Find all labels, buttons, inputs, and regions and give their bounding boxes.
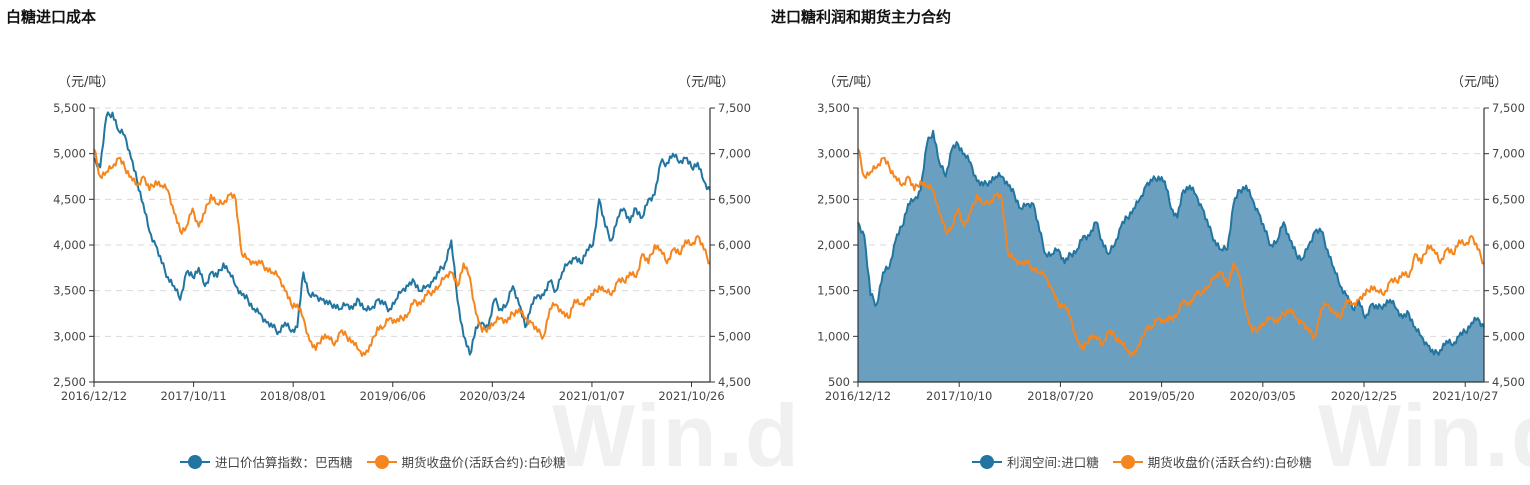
legend-label: 利润空间:进口糖 bbox=[1007, 455, 1099, 470]
y-tick-label-left: 5,000 bbox=[53, 147, 86, 161]
y-tick-label-right: 7,500 bbox=[718, 101, 751, 115]
legend-marker-icon bbox=[180, 454, 210, 469]
x-tick-label: 2020/03/24 bbox=[459, 389, 525, 403]
area-chart-plot[interactable]: 3,500 7,500 3,000 7,000 2,500 6,500 2,000 6,000… bbox=[765, 0, 1530, 474]
y-tick-label-left: 4,000 bbox=[53, 238, 86, 252]
x-tick-label: 2018/07/20 bbox=[1027, 389, 1093, 403]
y-tick-label-left: 2,500 bbox=[817, 192, 850, 206]
x-tick-label: 2016/12/12 bbox=[825, 389, 891, 403]
y-tick-label-right: 5,500 bbox=[718, 284, 751, 298]
legend-marker-icon bbox=[366, 454, 397, 469]
series-line[interactable] bbox=[857, 129, 1485, 356]
y-tick-label-left: 3,500 bbox=[817, 101, 850, 115]
series-line[interactable] bbox=[93, 111, 711, 356]
x-tick-label: 2020/12/25 bbox=[1331, 389, 1397, 403]
legend-item-sugar-futures[interactable]: 期货收盘价(活跃合约):白砂糖 bbox=[1112, 452, 1312, 471]
legend-label: 期货收盘价(活跃合约):白砂糖 bbox=[401, 455, 566, 470]
y-tick-label-right: 6,500 bbox=[1492, 192, 1525, 206]
y-tick-label-right: 6,000 bbox=[718, 238, 751, 252]
series-line[interactable] bbox=[857, 148, 1485, 357]
x-tick-label: 2021/01/07 bbox=[559, 389, 625, 403]
chart-panel-import-cost: 白糖进口成本 （元/吨） （元/吨） 5,500 7,500 5,000 7,000 4… bbox=[0, 0, 799, 480]
y-tick-label-left: 4,500 bbox=[53, 192, 86, 206]
y-tick-label-left: 5,500 bbox=[53, 101, 86, 115]
legend-item-sugar-futures[interactable]: 期货收盘价(活跃合约):白砂糖 bbox=[366, 452, 566, 471]
legend-label: 进口价估算指数：巴西糖 bbox=[215, 455, 353, 470]
x-tick-label: 2016/12/12 bbox=[61, 389, 127, 403]
x-tick-label: 2019/06/06 bbox=[360, 389, 426, 403]
y-tick-label-right: 5,000 bbox=[718, 329, 751, 343]
legend-item-import-profit[interactable]: 利润空间:进口糖 bbox=[972, 452, 1099, 471]
y-tick-label-right: 4,500 bbox=[1492, 375, 1525, 389]
y-tick-label-left: 3,000 bbox=[817, 147, 850, 161]
x-tick-label: 2019/05/20 bbox=[1128, 389, 1194, 403]
chart-title: 进口糖利润和期货主力合约 bbox=[771, 8, 952, 26]
y-tick-label-right: 7,500 bbox=[1492, 101, 1525, 115]
y-tick-label-left: 1,000 bbox=[817, 329, 850, 343]
chart-title: 白糖进口成本 bbox=[6, 8, 97, 26]
legend-marker-icon bbox=[1112, 454, 1143, 469]
x-tick-label: 2018/08/01 bbox=[260, 389, 326, 403]
y-axis-right-unit: （元/吨） bbox=[678, 75, 735, 90]
series-line[interactable] bbox=[93, 148, 711, 357]
legend-label: 期货收盘价(活跃合约):白砂糖 bbox=[1147, 455, 1312, 470]
x-tick-label: 2021/10/27 bbox=[1432, 389, 1498, 403]
series-area-fill bbox=[858, 130, 1484, 382]
chart-legend: 利润空间:进口糖 期货收盘价(活跃合约):白砂糖 bbox=[972, 452, 1312, 471]
y-axis-right-unit: （元/吨） bbox=[1451, 75, 1508, 90]
y-tick-label-left: 1,500 bbox=[817, 284, 850, 298]
y-tick-label-right: 6,000 bbox=[1492, 238, 1525, 252]
x-tick-label: 2020/03/05 bbox=[1230, 389, 1296, 403]
y-axis-left-unit: （元/吨） bbox=[58, 75, 115, 90]
x-tick-label: 2017/10/11 bbox=[160, 389, 226, 403]
legend-item-brazil-import-index[interactable]: 进口价估算指数：巴西糖 bbox=[180, 452, 353, 471]
y-tick-label-left: 3,500 bbox=[53, 284, 86, 298]
y-tick-label-right: 6,500 bbox=[718, 192, 751, 206]
x-tick-label: 2021/10/26 bbox=[658, 389, 724, 403]
chart-panel-import-profit: 进口糖利润和期货主力合约 （元/吨） （元/吨） 3,500 7,500 3,000… bbox=[765, 0, 1530, 480]
line-chart-plot[interactable]: 5,500 7,500 5,000 7,000 4,500 6,500 4,000 6,000… bbox=[0, 0, 765, 474]
y-tick-label-left: 500 bbox=[828, 375, 850, 389]
y-tick-label-left: 2,000 bbox=[817, 238, 850, 252]
y-tick-label-right: 4,500 bbox=[718, 375, 751, 389]
x-tick-label: 2017/10/10 bbox=[926, 389, 992, 403]
y-tick-label-right: 5,500 bbox=[1492, 284, 1525, 298]
chart-legend: 进口价估算指数：巴西糖 期货收盘价(活跃合约):白砂糖 bbox=[180, 452, 565, 471]
legend-marker-icon bbox=[972, 454, 1002, 469]
y-axis-left-unit: （元/吨） bbox=[823, 75, 880, 90]
y-tick-label-right: 5,000 bbox=[1492, 329, 1525, 343]
y-tick-label-left: 2,500 bbox=[53, 375, 86, 389]
y-tick-label-left: 3,000 bbox=[53, 329, 86, 343]
y-tick-label-right: 7,000 bbox=[718, 147, 751, 161]
y-tick-label-right: 7,000 bbox=[1492, 147, 1525, 161]
